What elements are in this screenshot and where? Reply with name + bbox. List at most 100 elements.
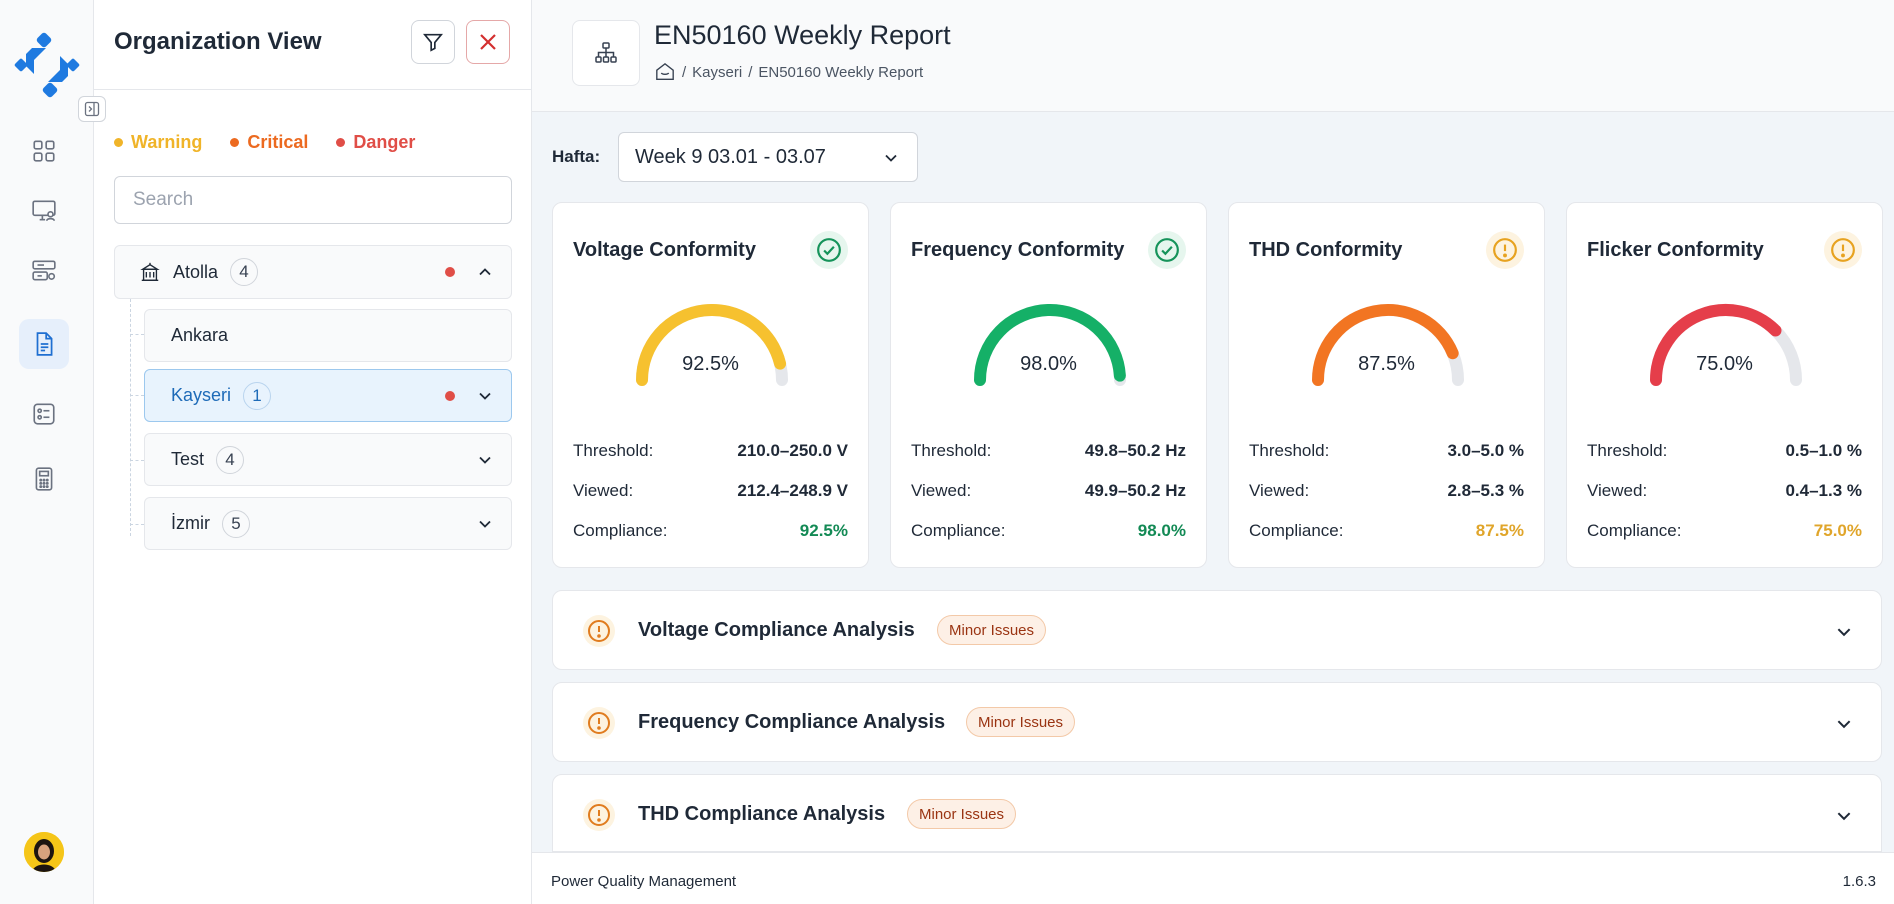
threshold-value: 210.0–250.0 V (737, 441, 848, 460)
warning-icon (1824, 231, 1862, 269)
gauge-fill (636, 304, 787, 386)
page-header: EN50160 Weekly Report / Kayseri / EN5016… (532, 0, 1894, 112)
threshold-label: Threshold: (573, 441, 654, 460)
tree-node-ankara[interactable]: Ankara (144, 309, 512, 362)
legend-danger: Danger (336, 132, 415, 153)
compliance-value: 98.0% (1137, 521, 1186, 540)
tree-node-atolla[interactable]: Atolla 4 (114, 245, 512, 299)
threshold-value: 0.5–1.0 % (1785, 441, 1862, 460)
tree-node-count: 4 (230, 258, 259, 286)
voltage-conformity-card: Voltage Conformity 92.5% Threshold: 210.0… (552, 202, 869, 568)
search-input[interactable] (114, 176, 512, 224)
week-select[interactable]: Week 9 03.01 - 03.07 (618, 132, 918, 182)
viewed-label: Viewed: (911, 481, 972, 500)
footer-app-name: Power Quality Management (551, 873, 737, 890)
server-settings-icon (32, 260, 56, 281)
danger-dot-icon (336, 138, 346, 147)
tree-node-izmir[interactable]: İzmir 5 (144, 497, 512, 550)
app-logo[interactable] (12, 30, 82, 100)
warning-icon (1486, 231, 1524, 269)
page-icon-box (572, 20, 640, 86)
flicker-conformity-card: Flicker Conformity 75.0% Threshold: 0.5–1… (1566, 202, 1883, 568)
gauge-value: 87.5% (1358, 353, 1415, 375)
tree-node-count: 5 (222, 509, 250, 538)
footer-version: 1.6.3 (1842, 873, 1876, 890)
tree-connector-tick (130, 334, 144, 335)
tree-connector-tick (130, 395, 144, 396)
tree-node-count: 1 (243, 381, 272, 410)
minor-issues-badge: Minor Issues (937, 615, 1047, 645)
nav-reports[interactable] (19, 319, 69, 369)
chevron-down-icon[interactable] (477, 388, 493, 404)
nav-calculator[interactable] (19, 454, 69, 504)
tree-node-kayseri[interactable]: Kayseri 1 (144, 369, 512, 422)
frequency-compliance-section[interactable]: Frequency Compliance Analysis Minor Issu… (552, 682, 1882, 762)
compliance-label: Compliance: (1249, 521, 1344, 540)
chevron-up-icon[interactable] (477, 264, 493, 280)
viewed-row: Viewed: 2.8–5.3 % (1249, 481, 1524, 501)
avatar-image (24, 832, 64, 872)
card-title: THD Conformity (1249, 239, 1403, 261)
monitor-user-icon (32, 200, 56, 222)
tree-node-test[interactable]: Test 4 (144, 433, 512, 486)
hierarchy-icon (595, 42, 617, 63)
chevron-down-icon (885, 154, 897, 162)
filter-button[interactable] (411, 20, 455, 64)
chevron-down-icon[interactable] (1835, 715, 1853, 733)
compliance-row: Compliance: 92.5% (573, 521, 848, 541)
threshold-label: Threshold: (1249, 441, 1330, 460)
compliance-label: Compliance: (573, 521, 668, 540)
section-title: Frequency Compliance Analysis (638, 711, 946, 733)
tree-connector (130, 299, 131, 536)
main-content: EN50160 Weekly Report / Kayseri / EN5016… (532, 0, 1894, 904)
voltage-compliance-section[interactable]: Voltage Compliance Analysis Minor Issues (552, 590, 1882, 670)
page-title: EN50160 Weekly Report (654, 20, 951, 50)
tree-connector-tick (130, 460, 144, 461)
chevron-down-icon[interactable] (1835, 807, 1853, 825)
close-icon (480, 34, 496, 50)
danger-status-dot-icon (445, 390, 455, 401)
viewed-row: Viewed: 212.4–248.9 V (573, 481, 848, 501)
status-legend: Warning Critical Danger (114, 132, 415, 153)
warning-dot-icon (114, 138, 123, 147)
user-avatar[interactable] (24, 832, 64, 872)
card-title: Flicker Conformity (1587, 239, 1764, 261)
tree-node-label: Test (171, 449, 205, 469)
nav-monitoring[interactable] (19, 186, 69, 236)
breadcrumb-item[interactable]: Kayseri (692, 63, 743, 81)
section-title: THD Compliance Analysis (638, 803, 886, 825)
gauge-value: 92.5% (682, 353, 739, 375)
critical-dot-icon (230, 138, 240, 147)
chevron-down-icon[interactable] (1835, 623, 1853, 641)
collapse-sidebar-button[interactable] (78, 96, 106, 122)
list-card-icon (33, 403, 55, 425)
icon-rail (0, 0, 106, 904)
threshold-row: Threshold: 210.0–250.0 V (573, 441, 848, 461)
nav-devices[interactable] (19, 246, 69, 296)
card-title: Voltage Conformity (573, 239, 756, 261)
conformity-gauge (1650, 304, 1802, 386)
chevron-down-icon[interactable] (477, 516, 493, 532)
nav-dashboard[interactable] (19, 126, 69, 176)
breadcrumb: / Kayseri / EN50160 Weekly Report (654, 62, 923, 82)
home-icon[interactable] (654, 62, 676, 82)
tree-node-label: Ankara (171, 325, 229, 345)
organization-panel: Organization View Warning Critical Dange… (94, 0, 532, 904)
gauge-value: 75.0% (1696, 353, 1753, 375)
viewed-value: 212.4–248.9 V (737, 481, 848, 500)
close-panel-button[interactable] (466, 20, 510, 64)
week-select-value: Week 9 03.01 - 03.07 (635, 145, 826, 168)
thd-compliance-section[interactable]: THD Compliance Analysis Minor Issues (552, 774, 1882, 852)
check-circle-icon (810, 231, 848, 269)
viewed-label: Viewed: (1587, 481, 1648, 500)
warning-icon (583, 615, 615, 647)
chevron-down-icon[interactable] (477, 452, 493, 468)
thd-conformity-card: THD Conformity 87.5% Threshold: 3.0–5.0 %… (1228, 202, 1545, 568)
minor-issues-badge: Minor Issues (907, 799, 1017, 829)
compliance-row: Compliance: 98.0% (911, 521, 1186, 541)
gauge-fill (974, 304, 1126, 386)
organization-panel-title: Organization View (114, 28, 322, 55)
threshold-value: 49.8–50.2 Hz (1084, 441, 1186, 460)
conformity-gauge (636, 304, 788, 386)
nav-list[interactable] (19, 389, 69, 439)
